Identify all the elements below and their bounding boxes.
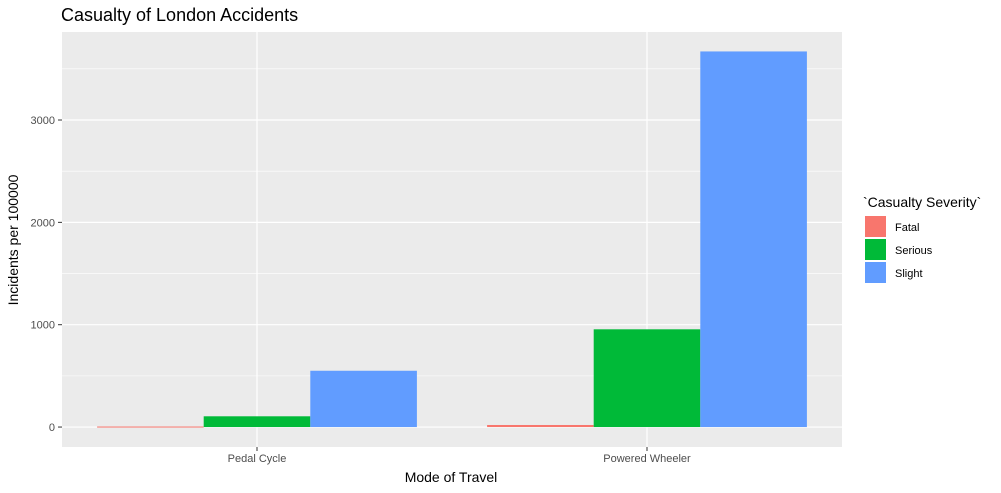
legend-title: `Casualty Severity` [863, 194, 981, 210]
bar-serious-powered-wheeler [593, 329, 701, 428]
x-axis-title: Mode of Travel [405, 469, 498, 485]
bar-fatal-powered-wheeler [487, 424, 594, 428]
y-axis-title: Incidents per 100000 [5, 174, 21, 305]
bar-slight-powered-wheeler [700, 51, 807, 428]
y-tick-label: 3000 [31, 115, 55, 127]
bar-slight-pedal-cycle [310, 370, 417, 428]
y-tick-label: 1000 [31, 320, 55, 332]
legend-key-serious [865, 239, 886, 260]
legend-label-slight: Slight [895, 268, 923, 280]
bar-fatal-pedal-cycle [97, 426, 204, 428]
y-axis: 0 1000 2000 3000 [31, 115, 62, 434]
legend-label-fatal: Fatal [895, 222, 919, 234]
legend-key-slight [865, 262, 886, 283]
chart-title: Casualty of London Accidents [61, 5, 298, 25]
x-tick-label: Powered Wheeler [603, 453, 691, 465]
y-tick-label: 0 [49, 422, 55, 434]
legend-label-serious: Serious [895, 245, 933, 257]
bar-serious-pedal-cycle [203, 416, 311, 428]
legend-key-fatal [865, 216, 886, 237]
bars [97, 51, 807, 428]
x-axis: Pedal Cycle Powered Wheeler [228, 447, 691, 465]
y-tick-label: 2000 [31, 217, 55, 229]
x-tick-label: Pedal Cycle [228, 453, 287, 465]
legend: `Casualty Severity` Fatal Serious Slight [863, 194, 981, 283]
